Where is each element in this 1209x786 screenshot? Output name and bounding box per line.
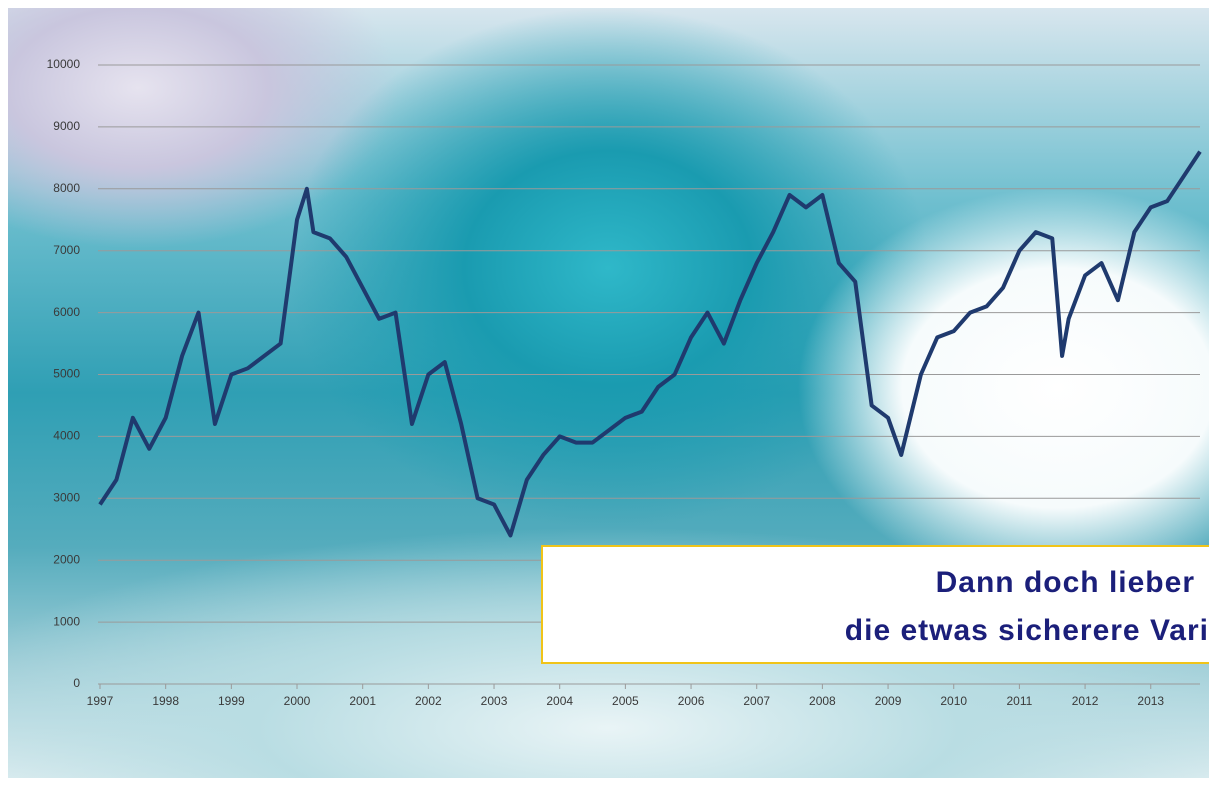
y-tick-label: 8000 (53, 181, 80, 195)
x-tick-label: 2012 (1072, 694, 1099, 708)
x-tick-label: 2009 (875, 694, 902, 708)
y-tick-label: 1000 (53, 614, 80, 628)
y-tick-label: 6000 (53, 305, 80, 319)
x-tick-label: 2004 (546, 694, 573, 708)
x-tick-label: 2001 (349, 694, 376, 708)
y-tick-label: 9000 (53, 119, 80, 133)
x-tick-label: 1997 (87, 694, 114, 708)
y-tick-label: 7000 (53, 243, 80, 257)
y-tick-label: 4000 (53, 429, 80, 443)
annotation-line: Dann doch lieber (935, 566, 1195, 599)
y-tick-label: 0 (73, 676, 80, 690)
x-tick-label: 1998 (152, 694, 179, 708)
y-tick-label: 5000 (53, 367, 80, 381)
x-tick-label: 2008 (809, 694, 836, 708)
x-tick-label: 2002 (415, 694, 442, 708)
y-tick-label: 3000 (53, 490, 80, 504)
x-tick-label: 2007 (743, 694, 770, 708)
x-tick-label: 2011 (1006, 694, 1032, 708)
y-tick-label: 2000 (53, 552, 80, 566)
x-tick-label: 2000 (284, 694, 311, 708)
x-tick-label: 1999 (218, 694, 245, 708)
data-line (98, 150, 1202, 538)
x-tick-label: 2010 (940, 694, 967, 708)
x-tick-label: 2013 (1137, 694, 1164, 708)
y-tick-label: 10000 (47, 57, 81, 71)
x-tick-label: 2003 (481, 694, 508, 708)
x-tick-label: 2005 (612, 694, 639, 708)
x-tick-label: 2006 (678, 694, 705, 708)
annotation-box (541, 545, 1209, 664)
annotation-line: die etwas sicherere Vari (844, 614, 1209, 647)
